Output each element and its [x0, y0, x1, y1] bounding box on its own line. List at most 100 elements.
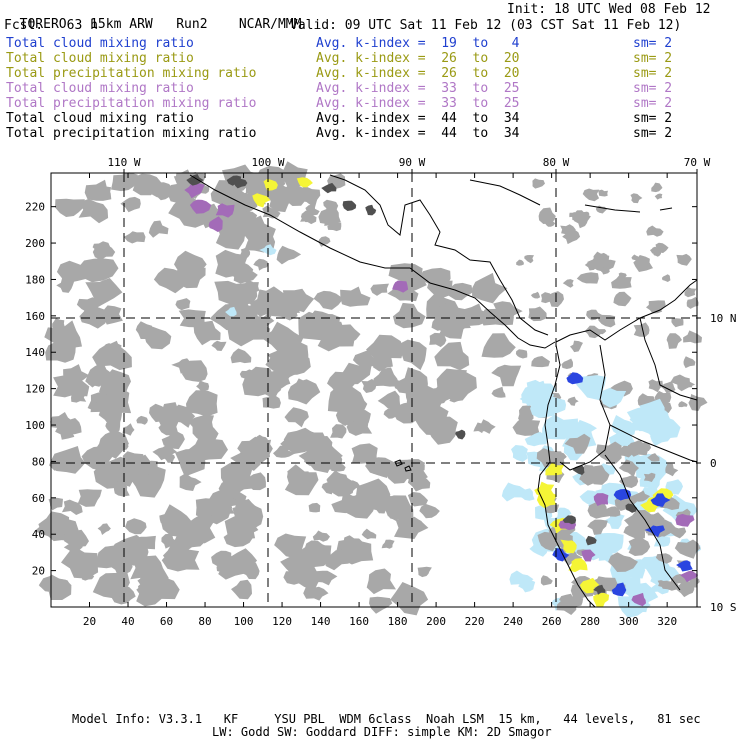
lon-label: 100 W	[251, 156, 284, 169]
cloud-gray	[95, 186, 112, 200]
cloud-gray	[666, 333, 682, 349]
cloud-gray	[532, 178, 545, 189]
cloud-gray	[92, 244, 116, 260]
cloud-yellow	[536, 492, 557, 509]
axis-ticks: 110 W 100 W 90 W 80 W 70 W 10 N 0 10 S 220 200 180…	[25, 156, 736, 628]
cloud-lightblue	[542, 414, 578, 440]
legend-smoothing: sm= 2	[633, 51, 673, 66]
cloud-blue	[676, 560, 693, 572]
cloud-gray	[657, 580, 668, 588]
cloud-gray	[139, 573, 152, 586]
cloud-gray	[651, 182, 663, 193]
legend-index: Avg. k-index = 44 to 34	[316, 126, 520, 141]
cloud-gray	[660, 381, 676, 394]
cloud-gray	[491, 386, 506, 398]
cloud-gray	[327, 384, 365, 418]
x-tick-label: 80	[198, 615, 211, 628]
cloud-gray	[530, 291, 541, 299]
legend-index: Avg. k-index = 26 to 20	[316, 51, 520, 66]
map-frame	[50, 172, 698, 608]
x-tick-label: 220	[465, 615, 485, 628]
cloud-gray	[654, 242, 669, 253]
cloud-gray	[472, 272, 508, 304]
cloud-gray	[562, 229, 581, 245]
cloud-gray	[92, 572, 130, 599]
coastline	[659, 207, 673, 211]
cloud-gray	[356, 478, 391, 509]
cloud-gray	[196, 380, 210, 391]
coastlines	[189, 174, 698, 608]
cloud-gray	[541, 292, 556, 304]
cloud-gray	[576, 272, 599, 284]
y-tick-label: 20	[32, 565, 45, 578]
cloud-lightblue	[592, 533, 624, 556]
valid-time: Valid: 09 UTC Sat 11 Feb 12 (03 CST Sat …	[290, 18, 682, 33]
cloud-gray	[231, 579, 252, 600]
cloud-blue	[566, 372, 584, 385]
cloud-purple	[593, 493, 609, 506]
cloud-gray	[244, 280, 260, 293]
cloud-gray	[567, 396, 579, 406]
cloud-gray	[110, 586, 136, 605]
x-tick-label: 160	[349, 615, 369, 628]
cloud-gray	[211, 340, 227, 351]
cloud-gray	[343, 535, 363, 548]
cloud-gray	[175, 298, 191, 311]
cloud-gray	[321, 481, 337, 495]
cloud-gray	[153, 188, 174, 201]
cloud-gray	[631, 490, 651, 502]
cloud-gray	[654, 193, 663, 200]
y-tick-label: 180	[25, 273, 45, 286]
cloud-gray	[303, 586, 329, 601]
cloud-gray	[38, 511, 71, 535]
cloud-gray	[611, 275, 632, 289]
cloud-gray	[646, 225, 664, 237]
cloud-gray	[598, 189, 608, 197]
cloud-dark	[226, 175, 242, 186]
coastline	[609, 424, 698, 463]
cloud-gray	[394, 516, 429, 539]
cloud-gray	[48, 497, 63, 511]
cloud-gray	[62, 418, 82, 435]
cloud-gray	[531, 356, 550, 368]
cloud-gray	[655, 553, 673, 564]
cloud-gray	[650, 246, 658, 254]
cloud-fields	[34, 161, 708, 618]
cloud-gray	[618, 272, 627, 279]
cloud-gray	[376, 348, 397, 361]
legend-smoothing: sm= 2	[633, 126, 673, 141]
cloud-gray	[613, 291, 632, 307]
legend-field: Total precipitation mixing ratio	[6, 96, 257, 111]
y-tick-label: 220	[25, 201, 45, 214]
cloud-gray	[38, 575, 72, 595]
coastline	[537, 344, 596, 608]
cloud-gray	[582, 188, 600, 202]
cloud-gray	[377, 390, 401, 411]
cloud-lightblue	[524, 431, 548, 447]
x-tick-label: 260	[542, 615, 562, 628]
cloud-gray	[399, 459, 428, 483]
lat-lon-grid	[51, 173, 697, 607]
cloud-gray	[643, 472, 656, 482]
cloud-gray	[123, 231, 146, 244]
cloud-gray	[683, 330, 702, 344]
coastline	[604, 454, 681, 591]
cloud-gray	[122, 423, 135, 436]
y-tick-label: 80	[32, 455, 45, 468]
cloud-gray	[186, 390, 218, 417]
org-name: NCAR/MMM	[238, 17, 302, 32]
cloud-gray	[239, 369, 255, 379]
cloud-gray	[209, 490, 236, 505]
legend-field: Total precipitation mixing ratio	[6, 66, 257, 81]
cloud-gray	[193, 320, 221, 346]
lat-label: 10 N	[710, 312, 737, 325]
x-tick-label: 140	[311, 615, 331, 628]
cloud-gray	[678, 401, 688, 408]
cloud-gray	[342, 480, 361, 493]
coastline	[394, 459, 403, 467]
cloud-yellow	[296, 177, 313, 188]
cloud-purple	[680, 570, 699, 583]
cloud-gray	[591, 259, 608, 272]
cloud-purple	[581, 549, 596, 562]
cloud-gray	[237, 439, 272, 464]
